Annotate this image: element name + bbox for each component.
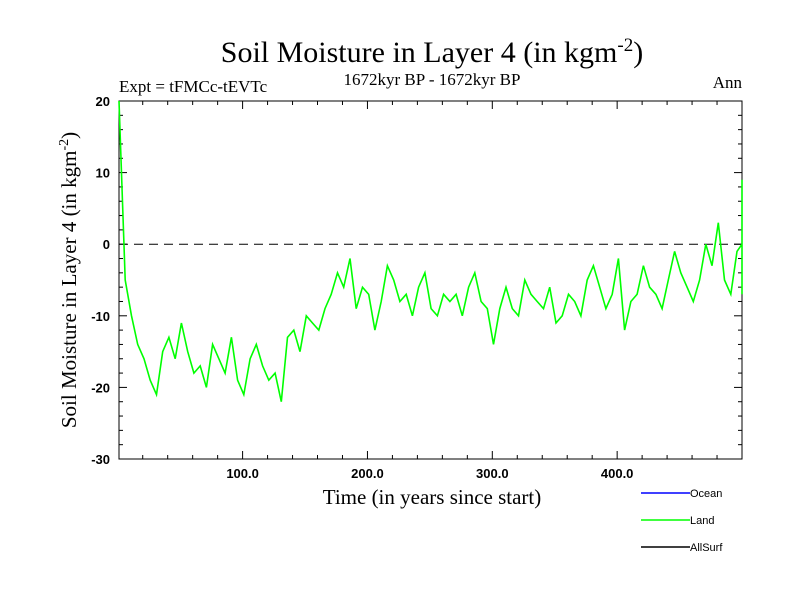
axis-ticks	[119, 100, 742, 460]
x-tick-label: 400.0	[601, 466, 634, 481]
x-tick-label: 200.0	[351, 466, 384, 481]
y-tick-label: -10	[91, 309, 110, 324]
period-label: 1672kyr BP - 1672kyr BP	[344, 70, 521, 89]
y-tick-label: -30	[91, 452, 110, 467]
y-tick-label: 0	[103, 237, 110, 252]
legend-label-allsurf: AllSurf	[690, 542, 723, 554]
experiment-label: Expt = tFMCc-tEVTc	[119, 77, 268, 96]
x-tick-label: 100.0	[226, 466, 259, 481]
plot-area	[118, 100, 743, 460]
series-line-land	[118, 100, 743, 402]
season-label: Ann	[713, 73, 743, 92]
y-tick-label: 20	[96, 94, 110, 109]
legend: Ocean Land AllSurf	[641, 488, 723, 554]
y-axis-label: Soil Moisture in Layer 4 (in kgm-2)	[57, 132, 81, 428]
plot-frame	[118, 100, 743, 460]
legend-label-ocean: Ocean	[690, 488, 722, 500]
y-tick-label: 10	[96, 166, 110, 181]
x-axis-label: Time (in years since start)	[323, 485, 542, 509]
legend-label-land: Land	[690, 515, 714, 527]
y-tick-labels: -30 -20 -10 0 10 20	[91, 94, 110, 467]
y-tick-label: -20	[91, 380, 110, 395]
x-tick-labels: 100.0 200.0 300.0 400.0	[226, 466, 633, 481]
x-tick-label: 300.0	[476, 466, 509, 481]
chart-title: Soil Moisture in Layer 4 (in kgm-2)	[221, 35, 643, 69]
